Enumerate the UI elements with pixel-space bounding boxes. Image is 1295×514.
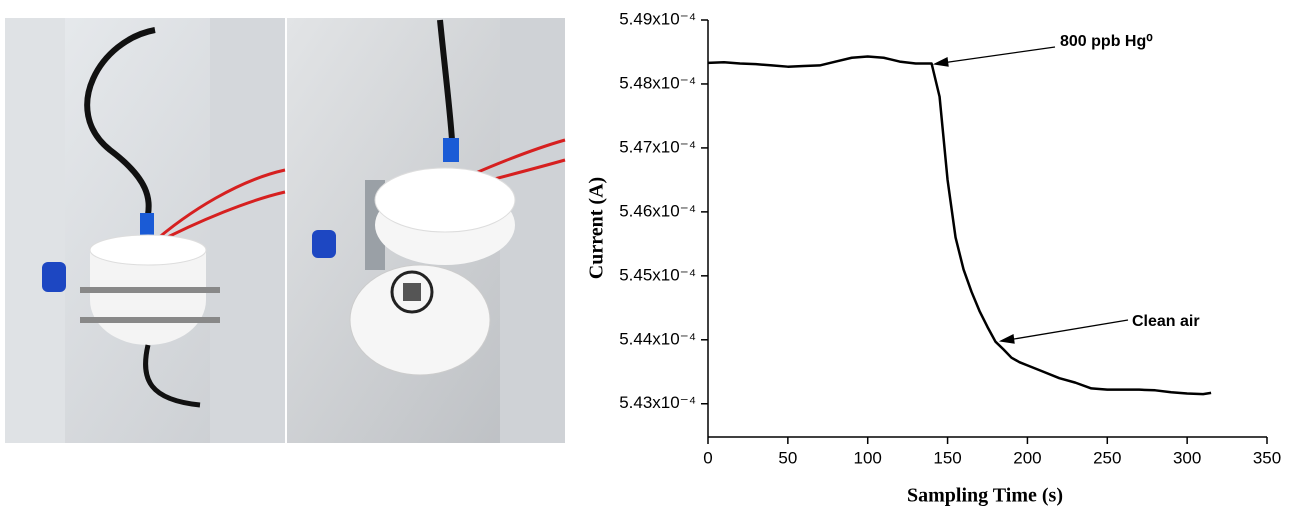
annotation: 800 ppb Hg⁰ — [1060, 33, 1153, 50]
y-tick-label: 5.48x10⁻⁴ — [619, 73, 696, 92]
x-tick-label: 250 — [1093, 448, 1121, 467]
x-tick-label: 200 — [1013, 448, 1041, 467]
x-tick-label: 50 — [778, 448, 797, 467]
x-tick-label: 300 — [1173, 448, 1201, 467]
photo-right — [287, 18, 566, 443]
x-tick-label: 100 — [854, 448, 882, 467]
x-tick-label: 150 — [933, 448, 961, 467]
y-tick-label: 5.47x10⁻⁴ — [619, 137, 696, 156]
annotation: Clean air — [1132, 313, 1200, 330]
y-tick-label: 5.44x10⁻⁴ — [619, 329, 696, 348]
chart: Current (A) Sampling Time (s) 800 ppb Hg… — [586, 9, 1282, 506]
data-line — [707, 55, 1212, 396]
y-tick-label: 5.49x10⁻⁴ — [619, 9, 696, 28]
y-tick-label: 5.45x10⁻⁴ — [619, 265, 696, 284]
y-tick-label: 5.43x10⁻⁴ — [619, 393, 696, 412]
x-tick-label: 350 — [1253, 448, 1281, 467]
photo-left — [5, 18, 286, 443]
annotation-arrow — [932, 46, 1129, 344]
y-axis-title: Current (A) — [586, 177, 608, 279]
y-tick-label: 5.46x10⁻⁴ — [619, 201, 696, 220]
x-axis-title: Sampling Time (s) — [907, 485, 1063, 507]
x-tick-label: 0 — [703, 448, 712, 467]
